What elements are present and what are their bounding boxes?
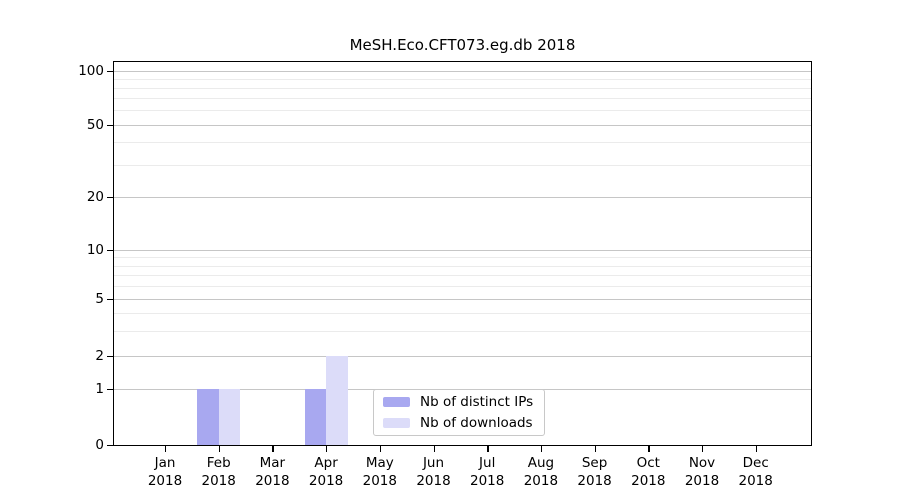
x-tick-label-sep: Sep 2018 — [559, 454, 631, 490]
y-tick-label-100: 100 — [78, 62, 104, 79]
x-tick-label-jul: Jul 2018 — [451, 454, 523, 490]
gridline-minor-4 — [114, 312, 811, 314]
x-tick-month: May — [365, 455, 394, 471]
y-tick-label-0: 0 — [95, 436, 104, 453]
legend-swatch-downloads-icon — [383, 418, 410, 428]
x-tick-month: Feb — [206, 455, 231, 471]
x-tick-label-feb: Feb 2018 — [183, 454, 255, 490]
x-tick-year: 2018 — [577, 473, 612, 489]
x-tick-label-apr: Apr 2018 — [290, 454, 362, 490]
x-tick-year: 2018 — [684, 473, 720, 489]
gridline-minor-90 — [114, 78, 811, 80]
x-tick-dec — [755, 446, 758, 452]
x-tick-label-dec: Dec 2018 — [720, 454, 792, 490]
x-tick-month: Sep — [581, 455, 608, 471]
x-tick-year: 2018 — [631, 473, 666, 489]
x-tick-label-mar: Mar 2018 — [236, 454, 308, 490]
y-tick-2 — [107, 356, 113, 358]
x-tick-year: 2018 — [470, 473, 505, 489]
legend-item-downloads: Nb of downloads — [383, 414, 535, 432]
x-tick-year: 2018 — [308, 473, 344, 489]
gridline-10 — [114, 250, 811, 251]
x-tick-label-jan: Jan 2018 — [129, 454, 201, 490]
x-tick-month: Oct — [636, 455, 660, 471]
legend-swatch-distinct-ips-icon — [383, 397, 410, 407]
gridline-100 — [114, 70, 811, 72]
legend-label-distinct-ips: Nb of distinct IPs — [420, 394, 534, 410]
x-tick-nov — [702, 446, 704, 452]
gridline-minor-70 — [114, 98, 811, 100]
x-tick-label-aug: Aug 2018 — [505, 454, 577, 490]
y-tick-0 — [107, 444, 113, 446]
y-tick-100 — [107, 70, 113, 72]
gridline-minor-8 — [114, 265, 811, 267]
x-tick-aug — [540, 446, 543, 452]
x-tick-label-may: May 2018 — [344, 454, 416, 490]
bar-apr-distinct-ips — [304, 388, 327, 445]
y-tick-20 — [107, 196, 113, 198]
x-tick-mar — [272, 446, 274, 452]
x-tick-may — [379, 446, 382, 452]
x-tick-feb — [218, 446, 221, 452]
x-tick-year: 2018 — [255, 473, 290, 489]
x-tick-month: Aug — [527, 455, 555, 471]
gridline-minor-60 — [114, 110, 811, 112]
legend: Nb of distinct IPs Nb of downloads — [373, 389, 545, 436]
y-tick-5 — [107, 299, 113, 301]
x-tick-month: Apr — [314, 455, 338, 471]
x-tick-month: Dec — [742, 455, 769, 471]
y-tick-label-2: 2 — [95, 348, 104, 364]
x-tick-oct — [648, 446, 650, 452]
chart-title: MeSH.Eco.CFT073.eg.db 2018 — [349, 36, 576, 54]
x-tick-year: 2018 — [201, 473, 236, 489]
legend-item-distinct-ips: Nb of distinct IPs — [383, 393, 535, 411]
y-tick-1 — [107, 388, 113, 390]
gridline-minor-3 — [114, 330, 811, 332]
y-tick-label-50: 50 — [86, 116, 104, 133]
bar-feb-distinct-ips — [197, 388, 219, 445]
bar-apr-downloads — [326, 356, 348, 445]
x-tick-jun — [433, 446, 435, 452]
x-tick-sep — [594, 446, 596, 452]
y-tick-10 — [107, 250, 113, 252]
x-tick-label-jun: Jun 2018 — [398, 454, 470, 490]
y-tick-50 — [107, 124, 113, 126]
x-tick-year: 2018 — [738, 473, 773, 489]
bar-feb-downloads — [218, 388, 241, 445]
x-tick-apr — [326, 446, 328, 452]
gridline-20 — [114, 196, 811, 198]
x-tick-month: Jan — [154, 455, 176, 471]
y-tick-label-20: 20 — [86, 188, 104, 205]
x-tick-jan — [165, 446, 167, 452]
gridline-2 — [114, 356, 811, 357]
y-tick-label-5: 5 — [95, 291, 104, 307]
x-tick-year: 2018 — [416, 473, 451, 489]
x-tick-jul — [487, 446, 489, 452]
gridline-minor-40 — [114, 142, 811, 144]
y-tick-label-1: 1 — [95, 380, 104, 397]
x-tick-year: 2018 — [523, 473, 559, 489]
gridline-minor-7 — [114, 275, 811, 277]
x-tick-month: Nov — [688, 455, 716, 471]
gridline-minor-9 — [114, 257, 811, 259]
legend-label-downloads: Nb of downloads — [420, 415, 533, 431]
x-tick-month: Mar — [259, 455, 286, 471]
x-tick-year: 2018 — [147, 473, 183, 489]
y-tick-label-10: 10 — [86, 242, 104, 258]
gridline-5 — [114, 299, 811, 300]
x-tick-month: Jun — [422, 455, 445, 471]
gridline-minor-80 — [114, 87, 811, 89]
x-tick-year: 2018 — [362, 473, 397, 489]
x-tick-label-nov: Nov 2018 — [666, 454, 738, 490]
gridline-minor-30 — [114, 164, 811, 166]
x-tick-label-oct: Oct 2018 — [612, 454, 684, 490]
x-tick-month: Jul — [479, 455, 496, 471]
gridline-50 — [114, 124, 811, 126]
gridline-minor-6 — [114, 286, 811, 288]
